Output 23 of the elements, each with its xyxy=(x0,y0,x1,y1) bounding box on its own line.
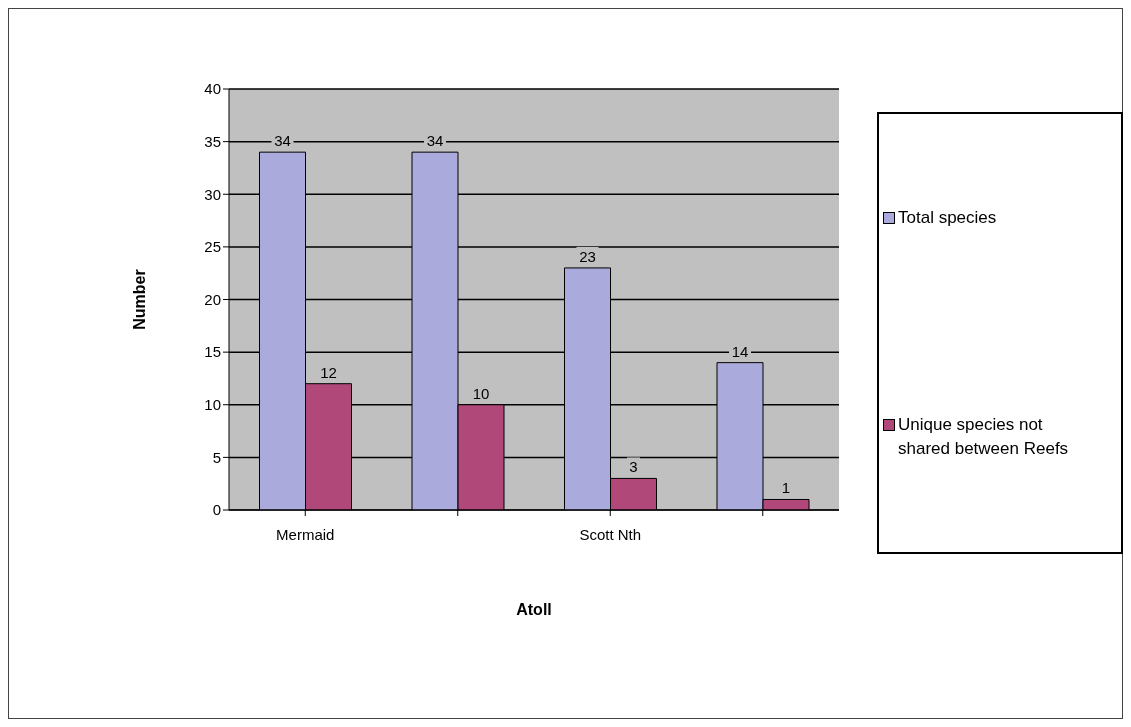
data-label: 10 xyxy=(472,384,490,402)
y-tick-label: 0 xyxy=(212,501,221,519)
data-label: 3 xyxy=(629,458,638,476)
data-label: 34 xyxy=(426,132,444,150)
y-tick-label: 15 xyxy=(204,343,221,361)
data-label: 12 xyxy=(320,363,337,381)
legend-label: Unique species not shared between Reefs xyxy=(898,413,1070,460)
y-tick-label: 10 xyxy=(204,396,221,414)
legend-label: Total species xyxy=(898,206,997,229)
data-label: 14 xyxy=(731,342,749,360)
y-tick-label: 30 xyxy=(204,185,221,203)
data-label: 1 xyxy=(781,479,791,497)
data-label: 23 xyxy=(579,247,596,265)
y-tick-label: 35 xyxy=(204,132,221,150)
y-tick-label: 20 xyxy=(204,290,221,308)
y-tick-label: 25 xyxy=(204,238,221,256)
x-tick-label: Mermaid xyxy=(276,526,335,543)
y-axis-title: Number xyxy=(130,269,148,330)
x-axis-title: Atoll xyxy=(516,601,552,618)
data-label: 34 xyxy=(274,132,291,150)
y-tick-label: 40 xyxy=(204,80,221,98)
y-tick-label: 5 xyxy=(212,448,221,466)
x-tick-label: Scott Nth xyxy=(579,526,642,543)
